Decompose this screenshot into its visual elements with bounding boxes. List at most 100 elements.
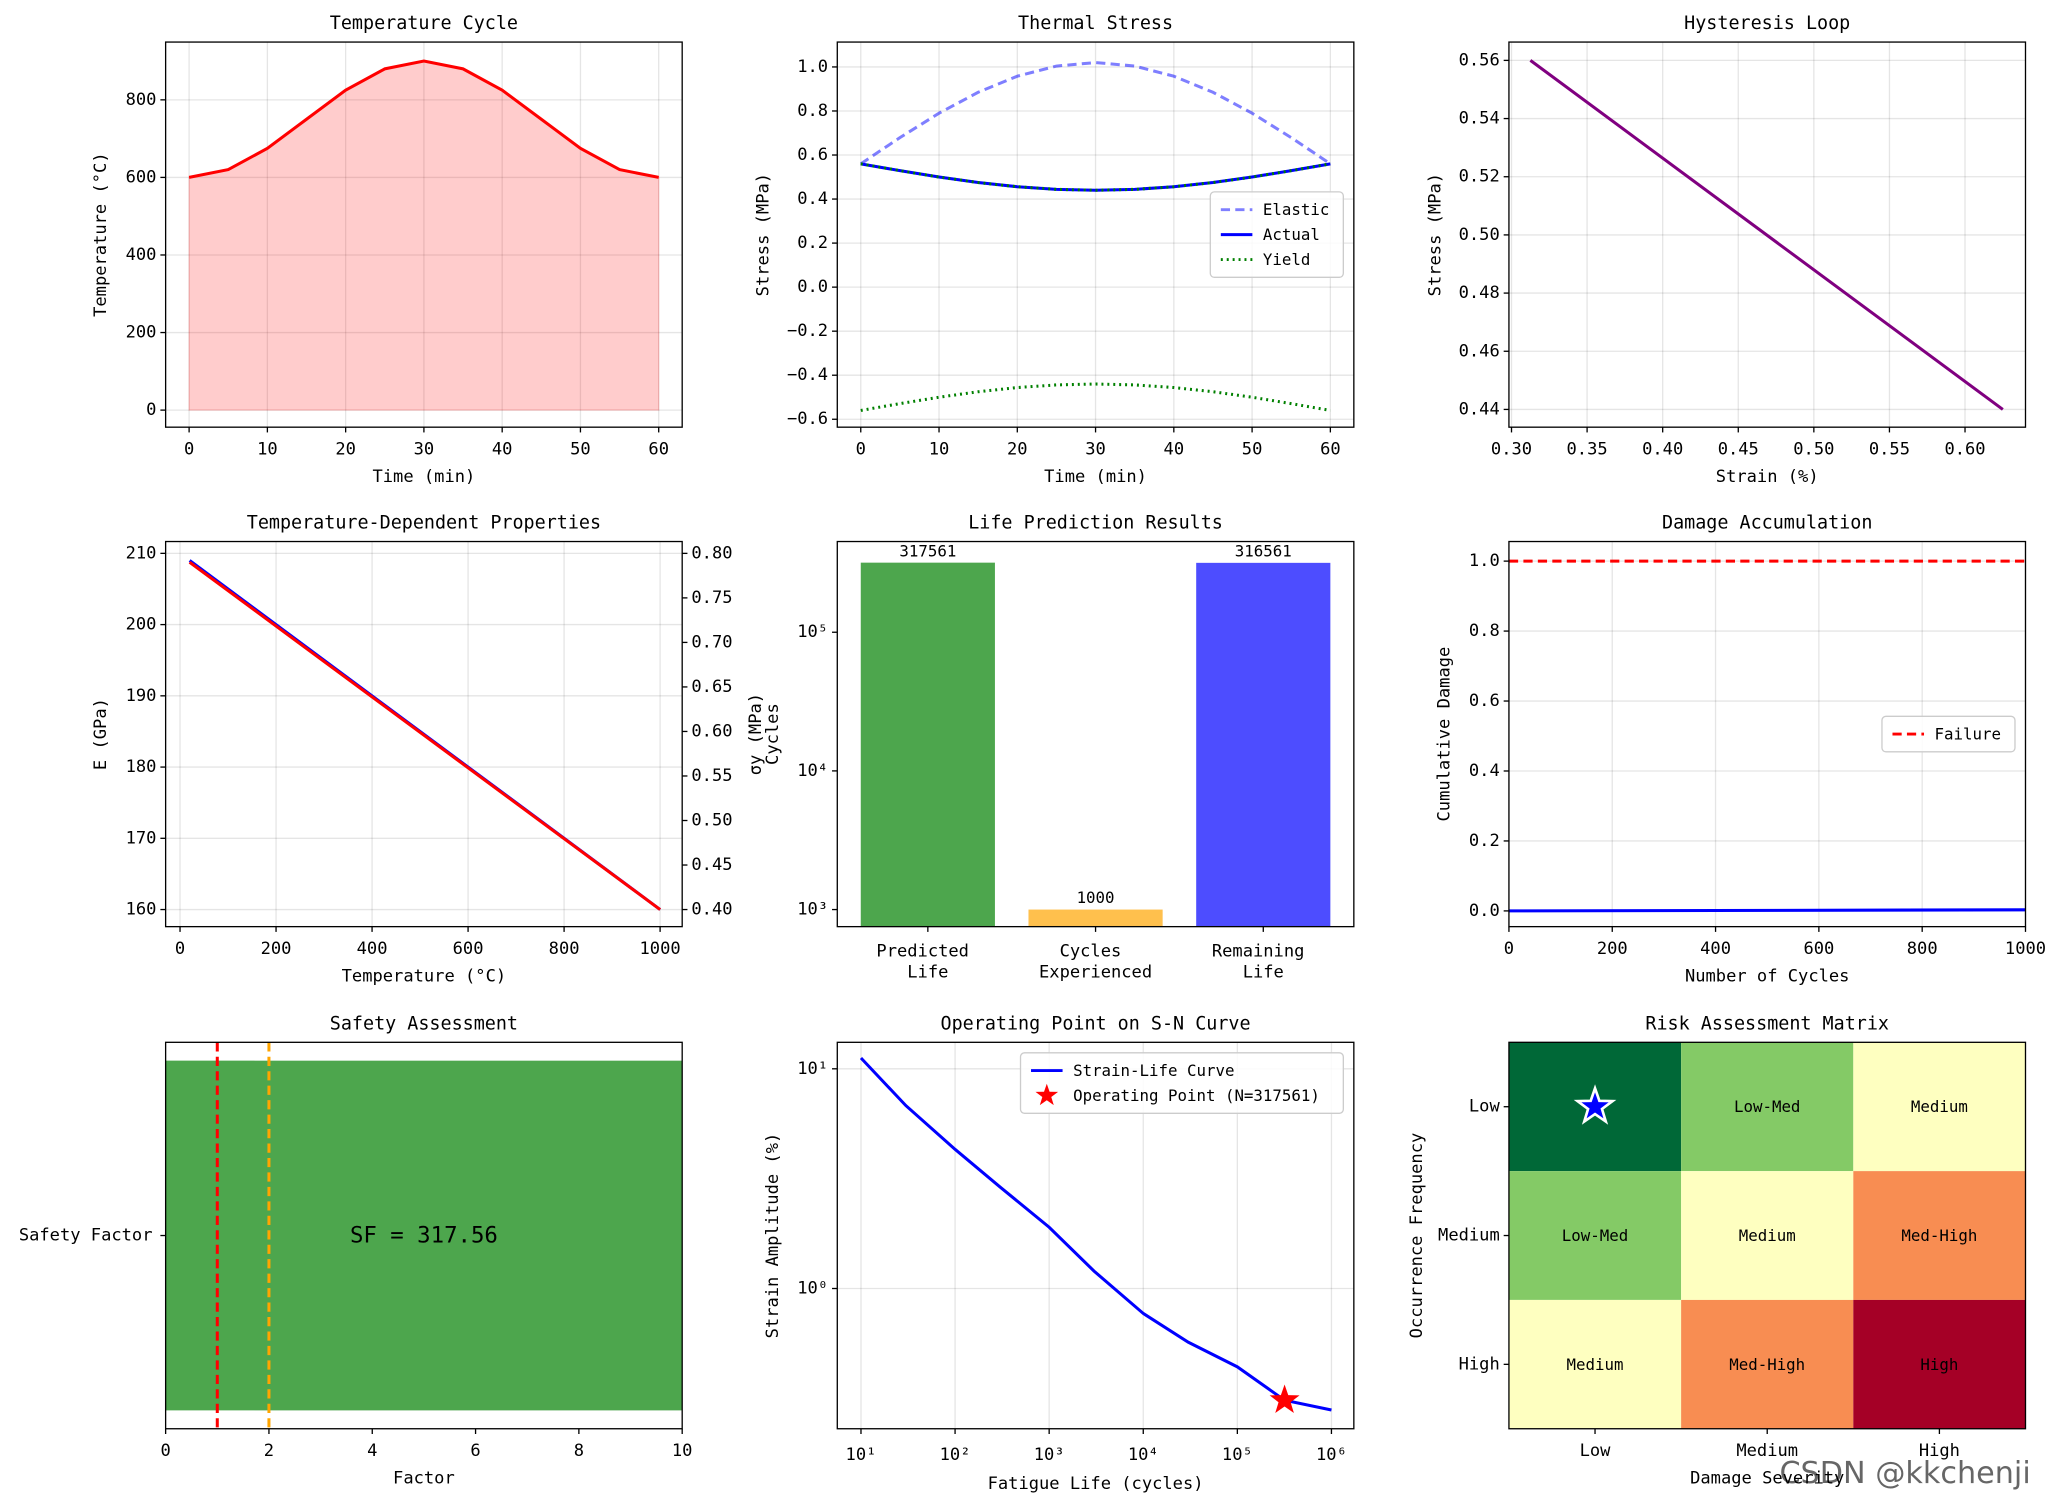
plot-frame <box>1508 1041 2027 1430</box>
x-axis-label: Fatigue Life (cycles) <box>988 1474 1204 1494</box>
x-tick-label: Cycles Experienced <box>1039 942 1152 983</box>
y-tick-label: 400 <box>126 245 157 265</box>
y-tick-label: 10⁴ <box>797 761 828 781</box>
y-axis-label: E (GPa) <box>91 698 111 770</box>
plot-frame <box>836 1041 1355 1430</box>
x-tick-label: Medium <box>1736 1441 1798 1461</box>
x-tick-label: 10 <box>929 440 950 460</box>
y-tick-label: 0.0 <box>1469 901 1500 921</box>
y-axis-label: Cumulative Damage <box>1435 647 1455 822</box>
line <box>860 382 1331 412</box>
heat-cell <box>1508 1299 1682 1429</box>
y2-tick-label: 0.55 <box>691 766 732 786</box>
x-tick-label: 6 <box>470 1441 480 1461</box>
operating-point <box>1269 1384 1300 1413</box>
legend-label: Elastic <box>1263 200 1329 219</box>
x-tick-label: 200 <box>261 939 292 959</box>
label-line: Life <box>907 963 948 983</box>
x-axis-label: Time (min) <box>372 467 475 487</box>
y-tick-label: Medium <box>1438 1226 1500 1246</box>
x-tick-label: 400 <box>357 939 388 959</box>
legend-label: Actual <box>1263 225 1320 244</box>
cell-label: Med-High <box>1901 1226 1977 1245</box>
y-tick-label: 0.2 <box>797 233 828 253</box>
y-axis-label: Strain Amplitude (%) <box>763 1133 783 1339</box>
x-tick-label: 60 <box>1320 440 1341 460</box>
watermark: CSDN @kkchenji <box>1779 1456 2030 1491</box>
x-tick-label: Low <box>1580 1441 1612 1461</box>
x-tick-label: 60 <box>648 440 669 460</box>
y-axis-label: Stress (MPa) <box>754 173 774 296</box>
y2-tick-label: 0.45 <box>691 855 732 875</box>
label-line: Predicted <box>876 942 979 962</box>
chart-title: Safety Assessment <box>330 1013 518 1034</box>
x-tick-label: 50 <box>570 440 591 460</box>
plot-frame <box>1508 540 2027 928</box>
plot-area <box>860 562 1331 927</box>
x-tick-label: 20 <box>1007 440 1028 460</box>
y-tick-label: 0.8 <box>1469 621 1500 641</box>
x-tick-label: 40 <box>492 440 513 460</box>
y2-axis-label: σy (MPa) <box>746 693 766 775</box>
label-line: Life <box>1243 963 1284 983</box>
y-tick-label: 0.6 <box>797 145 828 165</box>
x-axis-label: Factor <box>393 1469 455 1489</box>
x-tick-label: 0 <box>160 1441 170 1461</box>
value-label: 316561 <box>1235 542 1292 561</box>
plot-frame <box>836 41 1355 428</box>
plot-area <box>165 1042 683 1429</box>
subplot: Temperature Cycle Time (min) 0 10 20 30 40 50 60… <box>91 13 683 487</box>
heat-cell <box>1681 1299 1854 1429</box>
x-tick-label: 4 <box>367 1441 377 1461</box>
legend: Strain-Life Curve Operating Point (N=3175… <box>1019 1052 1344 1114</box>
legend: Elastic Actual Yield <box>1209 191 1344 278</box>
y-tick-label: 1.0 <box>797 57 828 77</box>
value-label: 1000 <box>1077 888 1115 907</box>
chart-title: Life Prediction Results <box>968 513 1223 534</box>
heat-cell <box>1853 1299 2026 1429</box>
y-axis-label: Cycles <box>763 703 783 765</box>
x-tick-label: 0.60 <box>1944 440 1985 460</box>
subplot: Thermal Stress Time (min) 0 10 20 30 40 50 60 −0.… <box>754 13 1355 487</box>
value-label: 317561 <box>899 541 956 560</box>
x-tick-label: 8 <box>574 1441 584 1461</box>
legend-label: Yield <box>1263 250 1310 269</box>
y-axis-label: Stress (MPa) <box>1425 173 1445 296</box>
y-tick-label: 0.4 <box>1469 761 1500 781</box>
y2-tick-label: 0.65 <box>691 677 732 697</box>
y-tick-label: 600 <box>126 167 157 187</box>
x-axis-label: Damage Severity <box>1690 1469 1844 1489</box>
legend-label: Failure <box>1935 725 2001 744</box>
legend-box <box>1881 715 2016 753</box>
y-tick-label: 170 <box>126 828 157 848</box>
x-tick-label: 30 <box>1085 440 1106 460</box>
y-tick-label: 0.4 <box>797 189 828 209</box>
legend-label: Strain-Life Curve <box>1073 1061 1234 1080</box>
x-tick-label: Remaining Life <box>1212 942 1315 983</box>
y-tick-label: 0.0 <box>797 277 828 297</box>
chart-title: Thermal Stress <box>1018 13 1173 34</box>
x-axis-label: Temperature (°C) <box>342 967 507 987</box>
y-tick-label: 1.0 <box>1469 551 1500 571</box>
legend: Failure <box>1881 715 2016 753</box>
y-tick-label: 200 <box>126 615 157 635</box>
x-tick-label: 200 <box>1597 939 1628 959</box>
x-tick-label: 0 <box>856 440 866 460</box>
plot-area <box>859 61 1332 412</box>
chart-title: Operating Point on S-N Curve <box>941 1013 1251 1034</box>
heat-cell <box>1853 1171 2026 1300</box>
x-tick-label: 600 <box>1803 939 1834 959</box>
y-tick-label: 180 <box>126 757 157 777</box>
x-tick-label: 10⁵ <box>1222 1445 1253 1465</box>
y2-tick-label: 0.75 <box>691 588 732 608</box>
bar <box>1028 909 1163 927</box>
y-tick-label: 0.8 <box>797 101 828 121</box>
x-tick-label: High <box>1919 1441 1960 1461</box>
plot-frame <box>164 41 683 428</box>
subplot: Risk Assessment Matrix Damage Severity Low… <box>1407 1013 2027 1489</box>
chart-title: Hysteresis Loop <box>1684 13 1850 34</box>
x-axis-label: Number of Cycles <box>1685 967 1850 987</box>
x-tick-label: 10¹ <box>846 1445 877 1465</box>
cell-label: Medium <box>1739 1226 1796 1245</box>
